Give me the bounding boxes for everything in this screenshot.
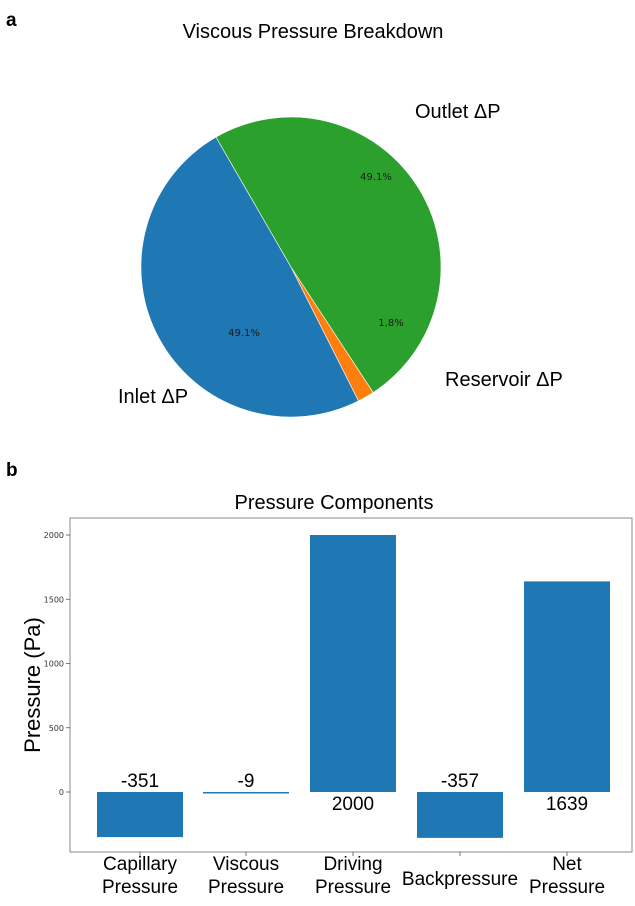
pie-pct-label-outlet: 49.1%	[360, 172, 392, 183]
x-tick-label-driving: Driving	[323, 854, 382, 875]
pie-label-reservoir: Reservoir ΔP	[445, 369, 563, 391]
value-label-net: 1639	[546, 794, 588, 815]
bar-net	[524, 581, 610, 792]
panel-a-label: a	[6, 10, 17, 31]
value-label-viscous: -9	[238, 771, 255, 792]
x-tick-label-backpressure: Backpressure	[402, 869, 518, 890]
value-label-capillary: -351	[121, 771, 159, 792]
y-tick-label: 1000	[44, 660, 64, 669]
bar-plot-frame	[69, 517, 633, 853]
x-tick-label-net: Pressure	[529, 877, 605, 898]
bar-chart-title: Pressure Components	[235, 492, 434, 514]
y-tick-label: 2000	[44, 531, 64, 540]
pie-chart: 49.1% Inlet ΔP 1.8% Reservoir ΔP 49.1% Outlet…	[118, 101, 563, 418]
y-tick-label: 1500	[44, 595, 64, 604]
pie-label-inlet: Inlet ΔP	[118, 386, 188, 408]
x-tick-label-capillary: Pressure	[102, 877, 178, 898]
value-label-driving: 2000	[332, 794, 374, 815]
bar-backpressure	[417, 792, 503, 838]
x-tick-label-capillary: Capillary	[103, 854, 177, 875]
y-axis-label: Pressure (Pa)	[20, 617, 45, 753]
bar-chart: 0500100015002000-351CapillaryPressure-9V…	[44, 531, 610, 898]
pie-slice-inlet	[140, 136, 359, 418]
y-tick-label: 0	[59, 788, 64, 797]
x-tick-label-viscous: Viscous	[213, 854, 279, 875]
pie-pct-label-inlet: 49.1%	[228, 328, 260, 339]
x-tick-label-driving: Pressure	[315, 877, 391, 898]
bar-viscous	[203, 792, 289, 794]
bar-driving	[310, 535, 396, 792]
panel-b-label: b	[6, 460, 18, 481]
bar-capillary	[97, 792, 183, 838]
value-label-backpressure: -357	[441, 771, 479, 792]
pie-pct-label-reservoir: 1.8%	[378, 318, 403, 329]
pie-slice-outlet	[215, 116, 442, 393]
pie-chart-title: Viscous Pressure Breakdown	[183, 21, 444, 43]
x-tick-label-net: Net	[552, 854, 582, 875]
pie-label-outlet: Outlet ΔP	[415, 101, 501, 123]
x-tick-label-viscous: Pressure	[208, 877, 284, 898]
y-tick-label: 500	[49, 724, 64, 733]
